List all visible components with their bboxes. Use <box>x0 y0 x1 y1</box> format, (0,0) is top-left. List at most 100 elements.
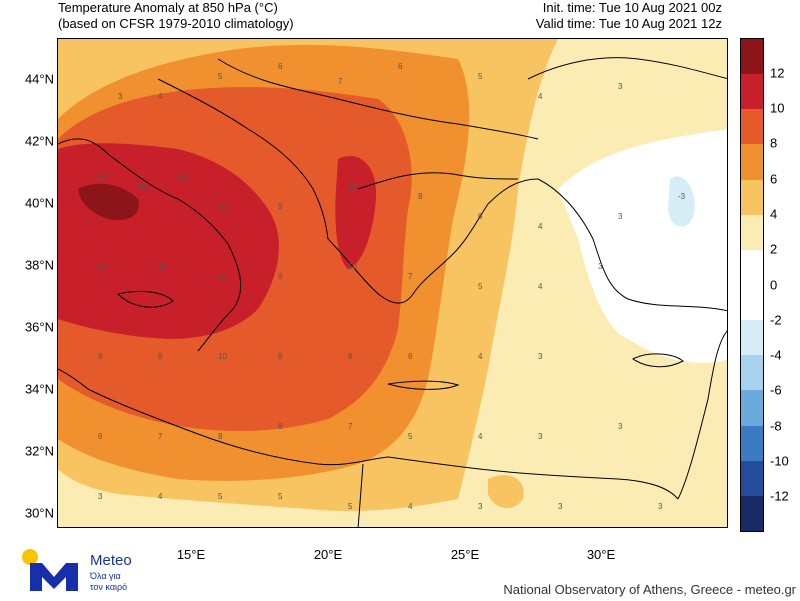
colorbar-segment <box>741 320 763 356</box>
colorbar-label: 10 <box>770 100 785 116</box>
svg-text:4: 4 <box>158 92 163 101</box>
field-negative-patch <box>668 176 695 227</box>
lat-label-44: 44°N <box>24 71 54 87</box>
colorbar-label: -4 <box>770 347 782 363</box>
time-info: Init. time: Tue 10 Aug 2021 00z Valid ti… <box>536 0 722 32</box>
adriatic-coast-east <box>157 78 329 240</box>
colorbar-label: -10 <box>770 453 789 469</box>
svg-text:4: 4 <box>158 492 163 501</box>
colorbar-segment <box>741 109 763 145</box>
logo-tagline: τον καιρό <box>90 582 128 592</box>
svg-text:4: 4 <box>538 282 543 291</box>
colorbar-label: 8 <box>770 135 778 151</box>
svg-text:7: 7 <box>348 422 353 431</box>
anomaly-map-canvas: 3 4 5 6 7 6 5 4 3 10 11 10 10 9 11 8 6 4 3 -3 10 11 10 9 10 7 5 4… <box>58 39 727 527</box>
cyprus-island <box>632 353 684 368</box>
colorbar-label: -8 <box>770 418 782 434</box>
svg-text:5: 5 <box>218 492 223 501</box>
svg-text:3: 3 <box>118 92 123 101</box>
svg-text:9: 9 <box>98 352 103 361</box>
svg-text:6: 6 <box>98 432 103 441</box>
colorbar-segment <box>741 144 763 180</box>
svg-text:3: 3 <box>618 82 623 91</box>
field-4-6-east-spot <box>488 475 524 509</box>
svg-text:11: 11 <box>138 182 147 191</box>
svg-text:5: 5 <box>478 72 483 81</box>
lon-label-25: 25°E <box>450 547 480 562</box>
colorbar-segment <box>741 495 763 531</box>
levant-coast <box>677 330 727 500</box>
colorbar-label: -2 <box>770 312 782 328</box>
colorbar-segment <box>741 460 763 496</box>
lat-label-34: 34°N <box>24 381 54 397</box>
svg-text:10: 10 <box>218 272 227 281</box>
colorbar-segment <box>741 355 763 391</box>
lon-label-15: 15°E <box>176 547 206 562</box>
map-title: Temperature Anomaly at 850 hPa (°C) (bas… <box>58 0 294 32</box>
field-12-plus <box>78 183 139 221</box>
field-10-12-balkan <box>335 155 377 269</box>
lat-label-32: 32°N <box>24 443 54 459</box>
svg-text:8: 8 <box>218 432 223 441</box>
svg-text:3: 3 <box>558 502 563 511</box>
svg-text:11: 11 <box>158 262 167 271</box>
colorbar-segment <box>741 214 763 250</box>
logo-name: Meteo <box>90 552 132 569</box>
svg-text:7: 7 <box>338 77 343 86</box>
svg-text:3: 3 <box>598 262 603 271</box>
colorbar-segment <box>741 74 763 110</box>
svg-text:10: 10 <box>178 172 187 181</box>
black-sea-coast <box>527 57 727 80</box>
value-labels: 3 4 5 6 7 6 5 4 3 10 11 10 10 9 11 8 6 4 3 -3 10 11 10 9 10 7 5 4… <box>98 62 686 511</box>
border-greece-north <box>357 172 519 190</box>
valid-time: Valid time: Tue 10 Aug 2021 12z <box>535 16 722 31</box>
svg-text:7: 7 <box>158 432 163 441</box>
svg-text:4: 4 <box>478 352 483 361</box>
svg-text:9: 9 <box>278 352 283 361</box>
meteo-logo[interactable]: Meteo Όλα για τον καιρό <box>22 549 142 595</box>
title-line-1: Temperature Anomaly at 850 hPa (°C) <box>58 0 278 15</box>
colorbar-segment <box>741 39 763 75</box>
svg-text:3: 3 <box>618 422 623 431</box>
svg-text:10: 10 <box>218 202 227 211</box>
svg-text:8: 8 <box>348 352 353 361</box>
init-time: Init. time: Tue 10 Aug 2021 00z <box>542 0 722 15</box>
egypt-coast <box>387 456 679 500</box>
svg-text:9: 9 <box>278 272 283 281</box>
svg-text:6: 6 <box>398 62 403 71</box>
lat-label-42: 42°N <box>24 133 54 149</box>
svg-text:6: 6 <box>408 352 413 361</box>
svg-text:4: 4 <box>478 432 483 441</box>
colorbar-label: 2 <box>770 241 778 257</box>
crete-island <box>387 380 460 390</box>
colorbar-segment <box>741 284 763 321</box>
colorbar <box>740 38 764 532</box>
greece-coast <box>327 178 539 304</box>
svg-text:6: 6 <box>278 62 283 71</box>
svg-text:5: 5 <box>408 432 413 441</box>
svg-text:5: 5 <box>348 502 353 511</box>
anomaly-map: 3 4 5 6 7 6 5 4 3 10 11 10 10 9 11 8 6 4 3 -3 10 11 10 9 10 7 5 4… <box>57 38 728 528</box>
svg-text:5: 5 <box>218 72 223 81</box>
colorbar-segment <box>741 179 763 215</box>
svg-text:3: 3 <box>658 502 663 511</box>
svg-text:3: 3 <box>478 502 483 511</box>
lat-label-40: 40°N <box>24 195 54 211</box>
colorbar-segment <box>741 390 763 426</box>
lat-label-36: 36°N <box>24 319 54 335</box>
colorbar-label: 12 <box>770 65 785 81</box>
sicily-island <box>117 290 174 308</box>
svg-text:4: 4 <box>408 502 413 511</box>
svg-text:9: 9 <box>158 352 163 361</box>
logo-tagline: Όλα για <box>90 571 121 581</box>
italy-coast <box>58 138 242 352</box>
credit-text: National Observatory of Athens, Greece -… <box>503 582 796 597</box>
svg-text:3: 3 <box>538 352 543 361</box>
border-balkans <box>217 58 539 140</box>
libya-coast <box>87 388 389 466</box>
colorbar-label: 4 <box>770 206 778 222</box>
svg-text:4: 4 <box>538 222 543 231</box>
lon-label-20: 20°E <box>313 547 343 562</box>
colorbar-label: -6 <box>770 382 782 398</box>
svg-text:11: 11 <box>348 182 357 191</box>
